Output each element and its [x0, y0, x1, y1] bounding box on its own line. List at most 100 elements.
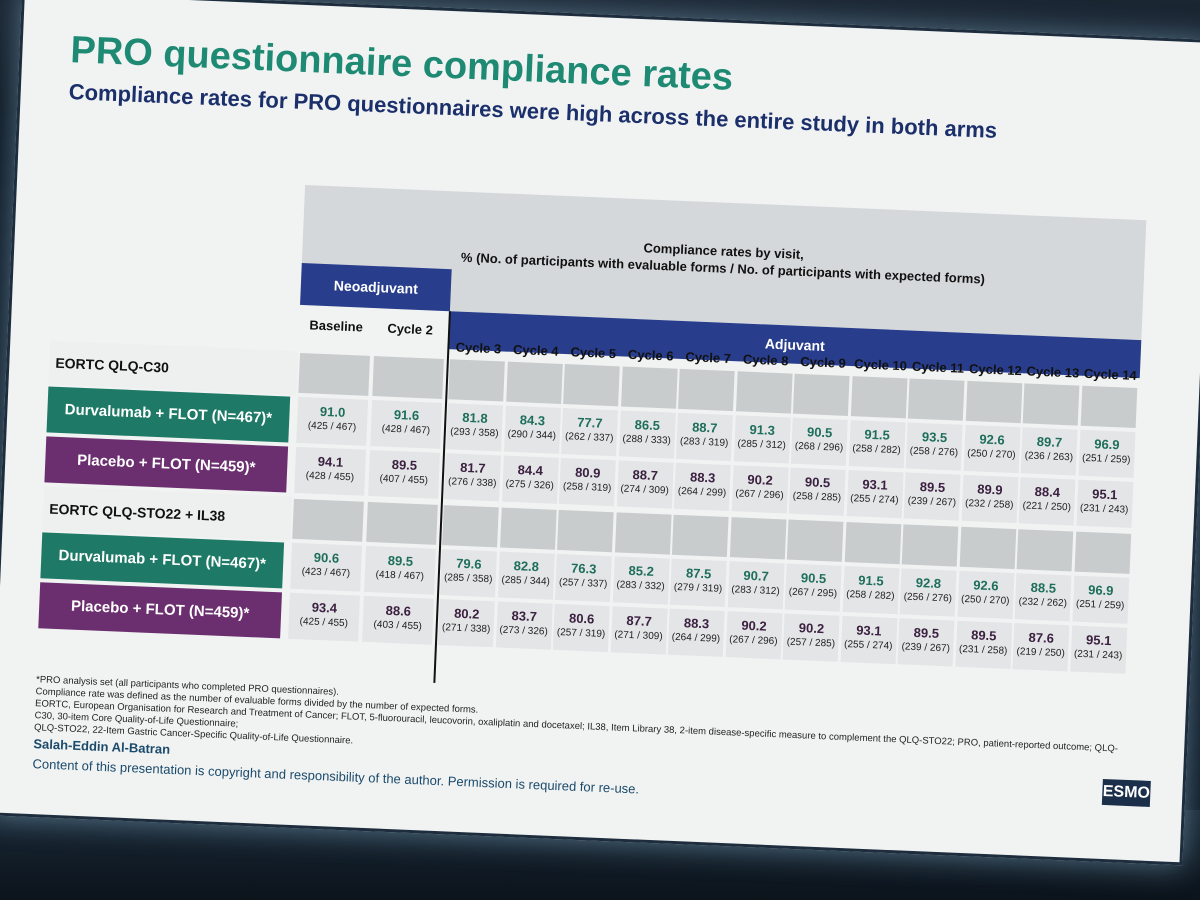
empty-cell	[499, 507, 557, 550]
compliance-rate: 84.4	[517, 462, 544, 479]
participant-count: (232 / 262)	[1018, 596, 1068, 610]
compliance-rate: 88.7	[691, 419, 718, 436]
compliance-cell: 93.1 (255 / 274)	[846, 470, 904, 519]
participant-count: (425 / 455)	[299, 616, 349, 630]
compliance-rate: 90.2	[747, 471, 774, 488]
visit-header: Cycle 3	[455, 339, 502, 357]
participant-count: (255 / 274)	[850, 493, 899, 507]
empty-cell	[792, 373, 850, 416]
compliance-cell: 90.2 (267 / 296)	[731, 465, 789, 514]
participant-count: (219 / 250)	[1016, 646, 1066, 660]
empty-cell	[298, 352, 370, 396]
compliance-cell: 94.1 (428 / 455)	[294, 446, 367, 496]
author-name: Salah-Eddin Al-Batran	[33, 736, 171, 757]
compliance-cell: 80.2 (271 / 338)	[437, 599, 495, 648]
compliance-rate: 93.1	[855, 622, 882, 639]
compliance-cell: 85.2 (283 / 332)	[612, 556, 670, 605]
participant-count: (264 / 299)	[677, 485, 727, 499]
compliance-rate: 93.5	[921, 429, 948, 446]
compliance-cell: 95.1 (231 / 243)	[1069, 625, 1127, 674]
visit-header: Cycle 5	[570, 344, 617, 362]
empty-cell	[1074, 531, 1131, 574]
compliance-cell: 80.9 (258 / 319)	[558, 457, 616, 507]
empty-cell	[292, 498, 364, 542]
compliance-cell: 90.5 (267 / 295)	[784, 563, 842, 612]
compliance-rate: 88.3	[689, 469, 716, 486]
participant-count: (285 / 312)	[737, 438, 786, 452]
participant-count: (257 / 337)	[558, 577, 608, 591]
participant-count: (428 / 455)	[305, 470, 355, 484]
compliance-rate: 90.5	[804, 474, 831, 491]
empty-cell	[442, 505, 499, 548]
participant-count: (267 / 295)	[788, 586, 838, 600]
participant-count: (273 / 326)	[499, 624, 548, 638]
participant-count: (285 / 358)	[443, 572, 493, 586]
compliance-cell: 88.3 (264 / 299)	[673, 462, 731, 512]
participant-count: (290 / 344)	[507, 428, 557, 442]
participant-count: (251 / 259)	[1081, 452, 1131, 466]
compliance-rate: 90.2	[741, 617, 767, 634]
compliance-cell: 81.8 (293 / 358)	[446, 403, 504, 452]
compliance-rate: 94.1	[317, 453, 344, 470]
empty-cell	[563, 364, 620, 407]
compliance-cell: 80.6 (257 / 319)	[552, 603, 610, 653]
empty-cell	[786, 519, 844, 562]
compliance-rate: 91.6	[393, 406, 420, 423]
compliance-rate: 79.6	[455, 555, 482, 572]
participant-count: (407 / 455)	[379, 473, 429, 487]
compliance-rate: 76.3	[570, 560, 597, 577]
compliance-rate: 92.6	[979, 431, 1005, 448]
compliance-rate: 96.9	[1093, 436, 1120, 453]
empty-cell	[1080, 385, 1137, 428]
compliance-cell: 82.8 (285 / 344)	[497, 551, 555, 600]
compliance-rate: 81.7	[459, 459, 486, 476]
participant-count: (231 / 243)	[1073, 648, 1123, 662]
compliance-cell: 93.1 (255 / 274)	[840, 615, 897, 665]
participant-count: (267 / 296)	[735, 488, 784, 502]
compliance-rate: 91.0	[319, 403, 346, 420]
empty-cell	[735, 371, 793, 414]
participant-count: (268 / 296)	[794, 440, 844, 454]
visit-header: Cycle 4	[512, 341, 559, 359]
participant-count: (250 / 270)	[967, 447, 1016, 462]
participant-count: (428 / 467)	[381, 423, 431, 437]
arm-label: Placebo + FLOT (N=459)*	[44, 436, 289, 493]
participant-count: (258 / 282)	[852, 443, 901, 457]
empty-cell	[678, 368, 735, 412]
compliance-cell: 89.5 (407 / 455)	[368, 449, 440, 499]
empty-cell	[907, 378, 965, 421]
compliance-cell: 84.4 (275 / 326)	[501, 455, 559, 504]
compliance-cell: 86.5 (288 / 333)	[618, 410, 676, 459]
compliance-cell: 84.3 (290 / 344)	[503, 405, 561, 454]
participant-count: (423 / 467)	[301, 566, 351, 580]
participant-count: (279 / 319)	[673, 581, 723, 595]
compliance-rate: 86.5	[634, 417, 661, 434]
visit-header: Cycle 2	[387, 320, 434, 338]
participant-count: (271 / 338)	[441, 622, 491, 636]
compliance-rate: 87.6	[1028, 629, 1055, 646]
compliance-cell: 83.7 (273 / 326)	[495, 601, 553, 650]
empty-cell	[844, 521, 901, 565]
participant-count: (293 / 358)	[449, 426, 499, 440]
empty-cell	[729, 517, 786, 560]
compliance-cell: 92.8 (256 / 276)	[899, 568, 957, 617]
participant-count: (239 / 267)	[907, 495, 957, 509]
compliance-rate: 88.5	[1030, 579, 1057, 596]
participant-count: (425 / 467)	[307, 420, 357, 434]
participant-count: (221 / 250)	[1022, 500, 1072, 514]
compliance-cell: 89.5 (239 / 267)	[897, 618, 955, 667]
compliance-rate: 91.3	[749, 421, 776, 438]
compliance-rate: 85.2	[628, 562, 655, 579]
compliance-cell: 87.6 (219 / 250)	[1012, 623, 1070, 672]
compliance-cell: 91.3 (285 / 312)	[733, 415, 791, 464]
visit-header: Cycle 6	[627, 346, 674, 364]
compliance-rate: 92.6	[972, 577, 999, 594]
empty-cell	[1016, 529, 1074, 572]
compliance-cell: 88.3 (264 / 299)	[667, 608, 725, 657]
compliance-cell: 89.5 (231 / 258)	[954, 620, 1012, 669]
participant-count: (257 / 319)	[556, 626, 606, 640]
compliance-rate: 90.5	[800, 570, 827, 587]
compliance-rate: 89.5	[391, 456, 418, 473]
participant-count: (418 / 467)	[375, 569, 425, 583]
participant-count: (231 / 243)	[1079, 502, 1129, 516]
